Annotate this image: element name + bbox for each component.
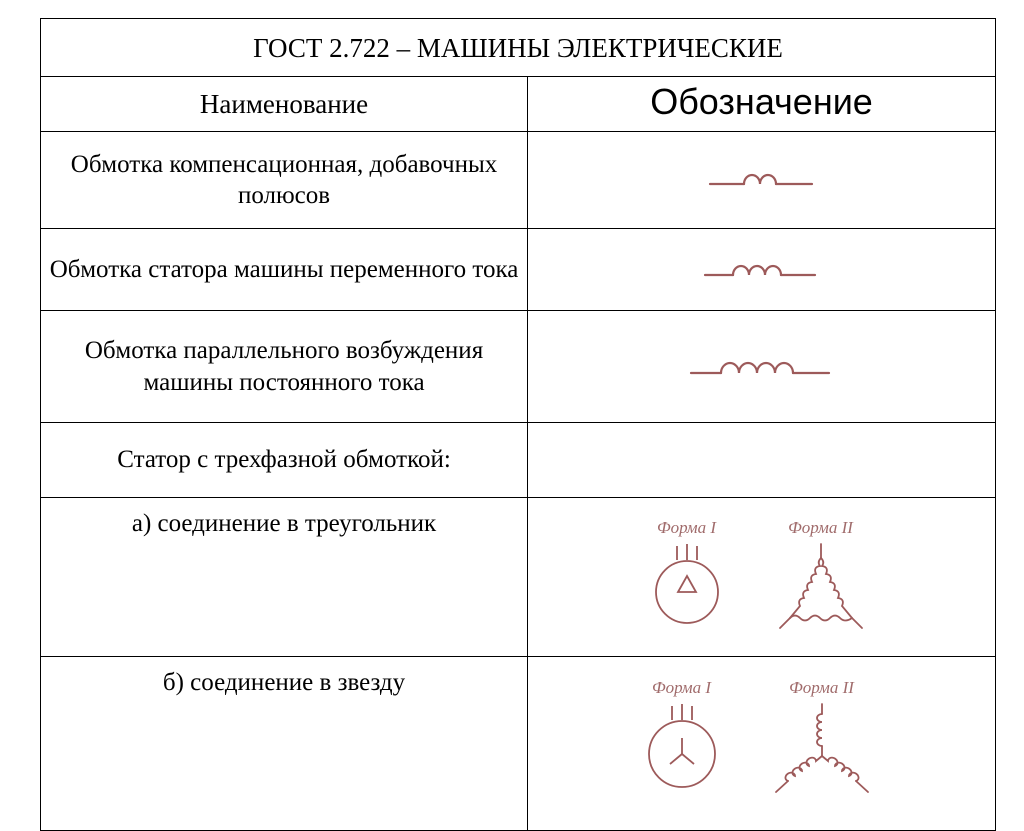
row-symbol [528,423,996,498]
column-header-name: Наименование [41,77,528,132]
row-name: Обмотка параллельного возбуждения машины… [41,311,528,423]
row-symbol [528,229,996,311]
row-symbol [528,311,996,423]
form-2-col: Форма II [762,678,882,810]
gost-table: ГОСТ 2.722 – МАШИНЫ ЭЛЕКТРИЧЕСКИЕ Наимен… [40,18,996,831]
wye-form2-icon [762,700,882,810]
row-name: Обмотка статора машины переменного тока [41,229,528,311]
table-row: б) соединение в звезду Форма I [41,657,996,831]
coil-icon [677,345,847,389]
table-row: Обмотка параллельного возбуждения машины… [41,311,996,423]
form-label: Форма II [789,678,854,698]
form-1-col: Форма I [648,518,726,632]
table-row: ГОСТ 2.722 – МАШИНЫ ЭЛЕКТРИЧЕСКИЕ [41,19,996,77]
coil-icon [692,160,832,200]
delta-form2-icon [766,540,876,636]
row-name: а) соединение в треугольник [41,498,528,657]
row-symbol: Форма I [528,657,996,831]
page-title: ГОСТ 2.722 – МАШИНЫ ЭЛЕКТРИЧЕСКИЕ [41,19,996,77]
table-row: Наименование Обозначение [41,77,996,132]
row-symbol [528,132,996,229]
row-name: Статор с трехфазной обмоткой: [41,423,528,498]
row-symbol: Форма I Форма II [528,498,996,657]
wye-form1-icon [642,700,722,800]
table-row: Обмотка компенсационная, добавочных полю… [41,132,996,229]
delta-form1-icon [648,540,726,632]
table-row: а) соединение в треугольник Форма I [41,498,996,657]
form-2-col: Форма II [766,518,876,636]
table-row: Обмотка статора машины переменного тока [41,229,996,311]
column-header-symbol: Обозначение [528,77,996,132]
row-name: б) соединение в звезду [41,657,528,831]
table-row: Статор с трехфазной обмоткой: [41,423,996,498]
form-1-col: Форма I [642,678,722,800]
coil-icon [687,251,837,289]
row-name: Обмотка компенсационная, добавочных полю… [41,132,528,229]
form-label: Форма I [652,678,711,698]
form-label: Форма II [788,518,853,538]
form-label: Форма I [657,518,716,538]
